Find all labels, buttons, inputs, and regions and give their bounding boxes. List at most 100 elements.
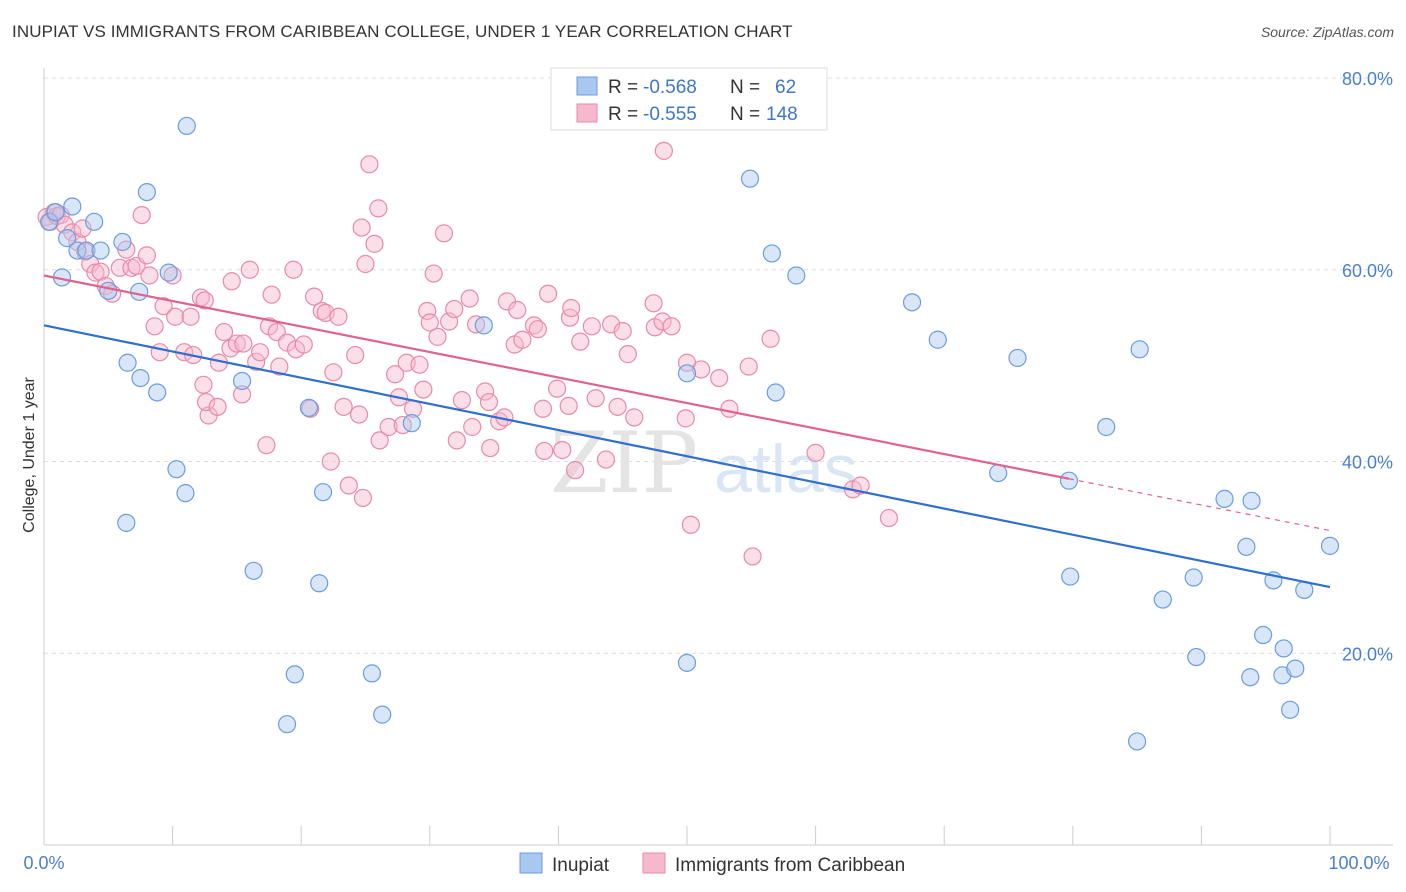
data-point (571, 332, 590, 351)
data-point (1008, 348, 1027, 368)
data-point (1184, 568, 1203, 587)
data-point (553, 440, 572, 460)
bottom-legend-label-caribbean: Immigrants from Caribbean (675, 855, 905, 876)
data-point (428, 327, 447, 346)
data-point (1187, 647, 1206, 667)
data-point (81, 254, 100, 274)
data-point (559, 396, 578, 415)
data-point (362, 664, 382, 683)
data-point (720, 399, 739, 418)
data-point (653, 312, 672, 331)
data-point (270, 357, 289, 376)
data-point (662, 317, 681, 336)
data-point (806, 443, 825, 462)
data-point (356, 254, 375, 274)
data-point (602, 315, 621, 334)
data-point (137, 182, 156, 202)
data-point (586, 389, 605, 408)
data-point (762, 244, 781, 263)
data-point (257, 436, 276, 455)
data-point (132, 206, 151, 225)
legend-r-value-inupiat: -0.568 (643, 77, 697, 98)
data-point (479, 392, 499, 412)
data-point (167, 460, 186, 479)
data-point (73, 219, 92, 238)
data-point (195, 291, 214, 310)
y-tick-label: 40.0% (1342, 453, 1393, 473)
data-point (681, 515, 700, 534)
data-point (677, 653, 697, 672)
data-point (117, 513, 136, 532)
data-point (360, 155, 379, 174)
data-point (1281, 700, 1300, 719)
y-axis-label: College, Under 1 year (21, 377, 38, 533)
data-point (539, 284, 558, 303)
legend-n-label-caribbean: N = (730, 104, 760, 125)
data-point (284, 260, 303, 279)
data-point (113, 232, 132, 252)
series-inupiat-points (40, 116, 1340, 751)
data-point (150, 343, 169, 362)
data-point (533, 399, 553, 418)
series-caribbean-points (37, 141, 899, 566)
data-point (352, 218, 371, 237)
data-point (304, 287, 324, 306)
data-point (262, 285, 281, 304)
data-point (321, 452, 340, 471)
data-point (232, 371, 252, 391)
data-point (1059, 471, 1079, 490)
data-point (677, 364, 697, 383)
y-tick-label: 60.0% (1342, 261, 1393, 281)
data-point (159, 263, 178, 282)
data-point (508, 300, 527, 320)
data-point (463, 417, 482, 437)
data-point (222, 272, 241, 291)
data-point (739, 357, 758, 376)
data-point (1153, 590, 1172, 609)
data-point (460, 289, 479, 308)
data-point (299, 398, 319, 417)
data-point (644, 294, 663, 313)
data-point (618, 345, 637, 364)
data-point (445, 299, 464, 319)
data-point (560, 308, 580, 327)
data-point (148, 383, 167, 402)
source-credit: Source: ZipAtlas.com (1260, 24, 1394, 40)
legend-r-label-inupiat: R = (608, 77, 638, 98)
data-point (247, 352, 266, 371)
legend-n-label-inupiat: N = (730, 77, 760, 98)
data-point (369, 199, 388, 218)
data-point (58, 229, 77, 248)
x-tick-marks (43, 826, 1331, 845)
data-point (137, 246, 156, 265)
data-point (118, 353, 137, 372)
data-point (481, 438, 500, 458)
y-tick-label: 20.0% (1342, 644, 1393, 664)
data-point (740, 169, 760, 188)
data-point (474, 316, 493, 335)
data-point (434, 224, 454, 243)
data-point (196, 392, 216, 412)
data-point (140, 266, 159, 285)
watermark-atlas: atlas (714, 431, 858, 507)
data-point (379, 417, 398, 437)
data-point (420, 313, 439, 332)
legend-r-value-caribbean: -0.555 (643, 104, 697, 125)
data-point (346, 345, 365, 365)
data-point (329, 307, 348, 326)
data-point (177, 116, 196, 136)
data-point (676, 409, 695, 428)
chart-title: INUPIAT VS IMMIGRANTS FROM CARIBBEAN COL… (12, 22, 793, 41)
data-point (613, 322, 632, 341)
data-point (402, 414, 421, 433)
data-point (324, 363, 343, 382)
data-point (99, 281, 118, 300)
data-point (373, 705, 392, 724)
data-point (447, 431, 466, 450)
data-point (181, 307, 200, 326)
data-point (410, 355, 429, 374)
data-point (989, 463, 1008, 483)
trend-line-caribbean-extension (1068, 478, 1331, 532)
data-point (535, 441, 554, 461)
